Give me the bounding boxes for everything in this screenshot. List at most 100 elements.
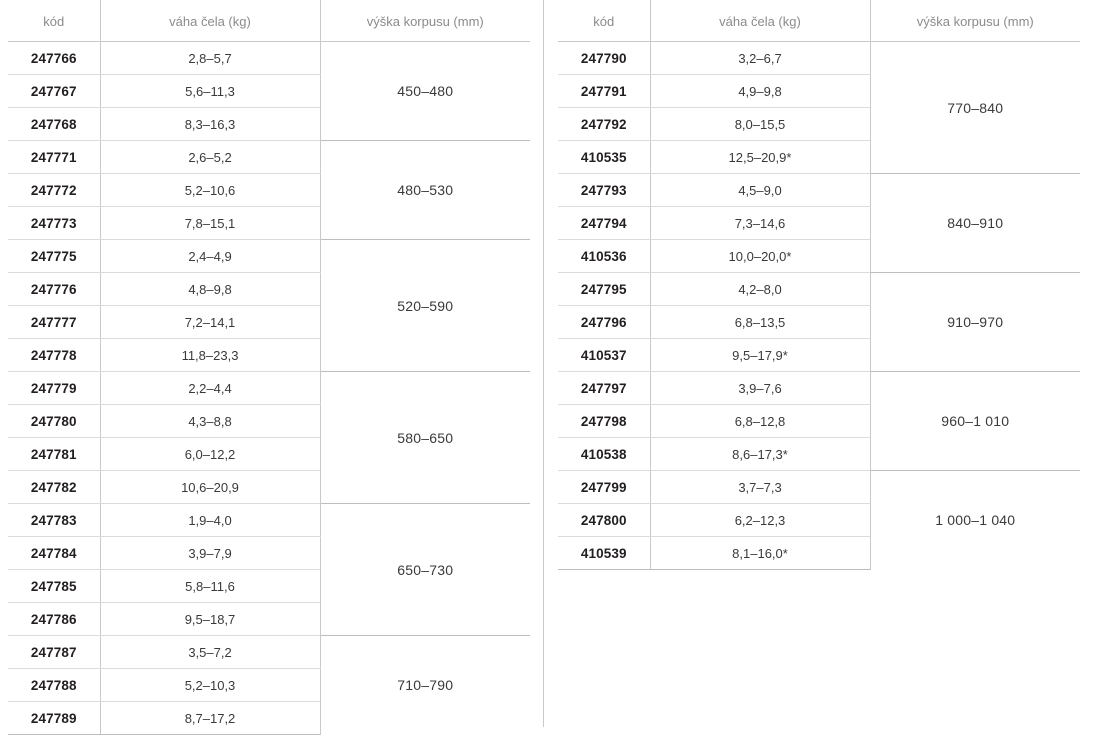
cell-weight: 12,5–20,9* [649, 140, 870, 174]
cell-weight: 8,3–16,3 [99, 107, 320, 141]
right-table-head: kód váha čela (kg) výška korpusu (mm) [558, 0, 1080, 42]
cell-height-range: 710–790 [319, 635, 530, 735]
cell-weight: 5,2–10,6 [99, 173, 320, 207]
cell-code: 247773 [8, 206, 100, 240]
cell-weight: 5,8–11,6 [99, 569, 320, 603]
table-row: 247779 2,2–4,4 580–650 [8, 371, 530, 504]
cell-weight: 8,1–16,0* [649, 536, 870, 570]
column-header-weight: váha čela (kg) [649, 0, 870, 42]
table-row: 247800 6,2–12,3 [558, 503, 1080, 537]
left-table-container: kód váha čela (kg) výška korpusu (mm) 24… [8, 0, 530, 735]
column-header-code: kód [8, 0, 100, 42]
table-row: 410535 12,5–20,9* [558, 140, 1080, 174]
left-table-head: kód váha čela (kg) výška korpusu (mm) [8, 0, 530, 42]
cell-weight: 10,6–20,9 [99, 470, 320, 504]
cell-code: 247790 [558, 41, 650, 75]
table-row: 247796 6,8–13,5 [558, 305, 1080, 339]
table-row: 247793 4,5–9,0 840–910 [558, 173, 1080, 273]
table-row: 247792 8,0–15,5 [558, 107, 1080, 141]
table-row: 247776 4,8–9,8 [8, 272, 530, 306]
cell-height-range: 840–910 [869, 173, 1080, 273]
cell-weight: 7,3–14,6 [649, 206, 870, 240]
cell-height-range: 480–530 [319, 140, 530, 240]
cell-height-range: 580–650 [319, 371, 530, 504]
cell-weight: 3,2–6,7 [649, 41, 870, 75]
table-row: 247780 4,3–8,8 [8, 404, 530, 438]
cell-weight: 7,8–15,1 [99, 206, 320, 240]
cell-code: 247788 [8, 668, 100, 702]
cell-code: 247798 [558, 404, 650, 438]
cell-weight: 4,5–9,0 [649, 173, 870, 207]
table-row: 247781 6,0–12,2 [8, 437, 530, 471]
cell-weight: 6,8–13,5 [649, 305, 870, 339]
table-row: 247771 2,6–5,2 480–530 [8, 140, 530, 240]
cell-weight: 3,9–7,9 [99, 536, 320, 570]
right-spec-table: kód váha čela (kg) výška korpusu (mm) 24… [558, 0, 1080, 570]
cell-height-range: 520–590 [319, 239, 530, 372]
table-row: 247785 5,8–11,6 [8, 569, 530, 603]
cell-height-range: 960–1 010 [869, 371, 1080, 471]
cell-weight: 5,2–10,3 [99, 668, 320, 702]
left-table-body: 247766 2,8–5,7 450–480 247767 5,6–11,3 247768… [8, 41, 530, 735]
left-spec-table: kód váha čela (kg) výška korpusu (mm) 24… [8, 0, 530, 735]
table-row: 247773 7,8–15,1 [8, 206, 530, 240]
cell-code: 247792 [558, 107, 650, 141]
table-row: 247784 3,9–7,9 [8, 536, 530, 570]
cell-weight: 4,3–8,8 [99, 404, 320, 438]
table-row: 247797 3,9–7,6 960–1 010 [558, 371, 1080, 471]
cell-weight: 9,5–17,9* [649, 338, 870, 372]
cell-weight: 8,7–17,2 [99, 701, 320, 735]
cell-weight: 1,9–4,0 [99, 503, 320, 537]
cell-weight: 3,7–7,3 [649, 470, 870, 504]
cell-code: 247777 [8, 305, 100, 339]
cell-weight: 6,0–12,2 [99, 437, 320, 471]
cell-code: 247797 [558, 371, 650, 405]
cell-code: 247799 [558, 470, 650, 504]
cell-code: 247800 [558, 503, 650, 537]
cell-code: 247782 [8, 470, 100, 504]
cell-weight: 6,2–12,3 [649, 503, 870, 537]
table-row: 247788 5,2–10,3 [8, 668, 530, 702]
column-header-height: výška korpusu (mm) [319, 0, 530, 42]
table-row: 247798 6,8–12,8 [558, 404, 1080, 438]
table-row: 247767 5,6–11,3 [8, 74, 530, 108]
table-row: 247787 3,5–7,2 710–790 [8, 635, 530, 735]
cell-weight: 6,8–12,8 [649, 404, 870, 438]
cell-weight: 8,0–15,5 [649, 107, 870, 141]
cell-weight: 2,4–4,9 [99, 239, 320, 273]
cell-weight: 10,0–20,0* [649, 239, 870, 273]
cell-code: 247781 [8, 437, 100, 471]
cell-code: 247768 [8, 107, 100, 141]
right-table-body: 247790 3,2–6,7 770–840 247791 4,9–9,8 247792 8… [558, 41, 1080, 570]
table-row: 247794 7,3–14,6 [558, 206, 1080, 240]
cell-height-range: 910–970 [869, 272, 1080, 372]
cell-code: 247772 [8, 173, 100, 207]
table-row: 410536 10,0–20,0* [558, 239, 1080, 273]
cell-code: 247776 [8, 272, 100, 306]
cell-weight: 4,9–9,8 [649, 74, 870, 108]
cell-code: 247767 [8, 74, 100, 108]
cell-height-range: 770–840 [869, 41, 1080, 174]
table-row: 247783 1,9–4,0 650–730 [8, 503, 530, 636]
table-row: 247766 2,8–5,7 450–480 [8, 41, 530, 141]
cell-weight: 5,6–11,3 [99, 74, 320, 108]
cell-weight: 2,8–5,7 [99, 41, 320, 75]
cell-code: 247785 [8, 569, 100, 603]
column-header-code: kód [558, 0, 650, 42]
table-row: 247778 11,8–23,3 [8, 338, 530, 372]
table-row: 410537 9,5–17,9* [558, 338, 1080, 372]
column-header-height: výška korpusu (mm) [869, 0, 1080, 42]
table-row: 247782 10,6–20,9 [8, 470, 530, 504]
cell-code: 410537 [558, 338, 650, 372]
cell-code: 410538 [558, 437, 650, 471]
table-row: 247768 8,3–16,3 [8, 107, 530, 141]
cell-code: 247796 [558, 305, 650, 339]
cell-code: 410536 [558, 239, 650, 273]
cell-weight: 2,2–4,4 [99, 371, 320, 405]
cell-weight: 2,6–5,2 [99, 140, 320, 174]
cell-height-range: 1 000–1 040 [869, 470, 1080, 570]
column-header-weight: váha čela (kg) [99, 0, 320, 42]
cell-weight: 9,5–18,7 [99, 602, 320, 636]
cell-code: 247779 [8, 371, 100, 405]
